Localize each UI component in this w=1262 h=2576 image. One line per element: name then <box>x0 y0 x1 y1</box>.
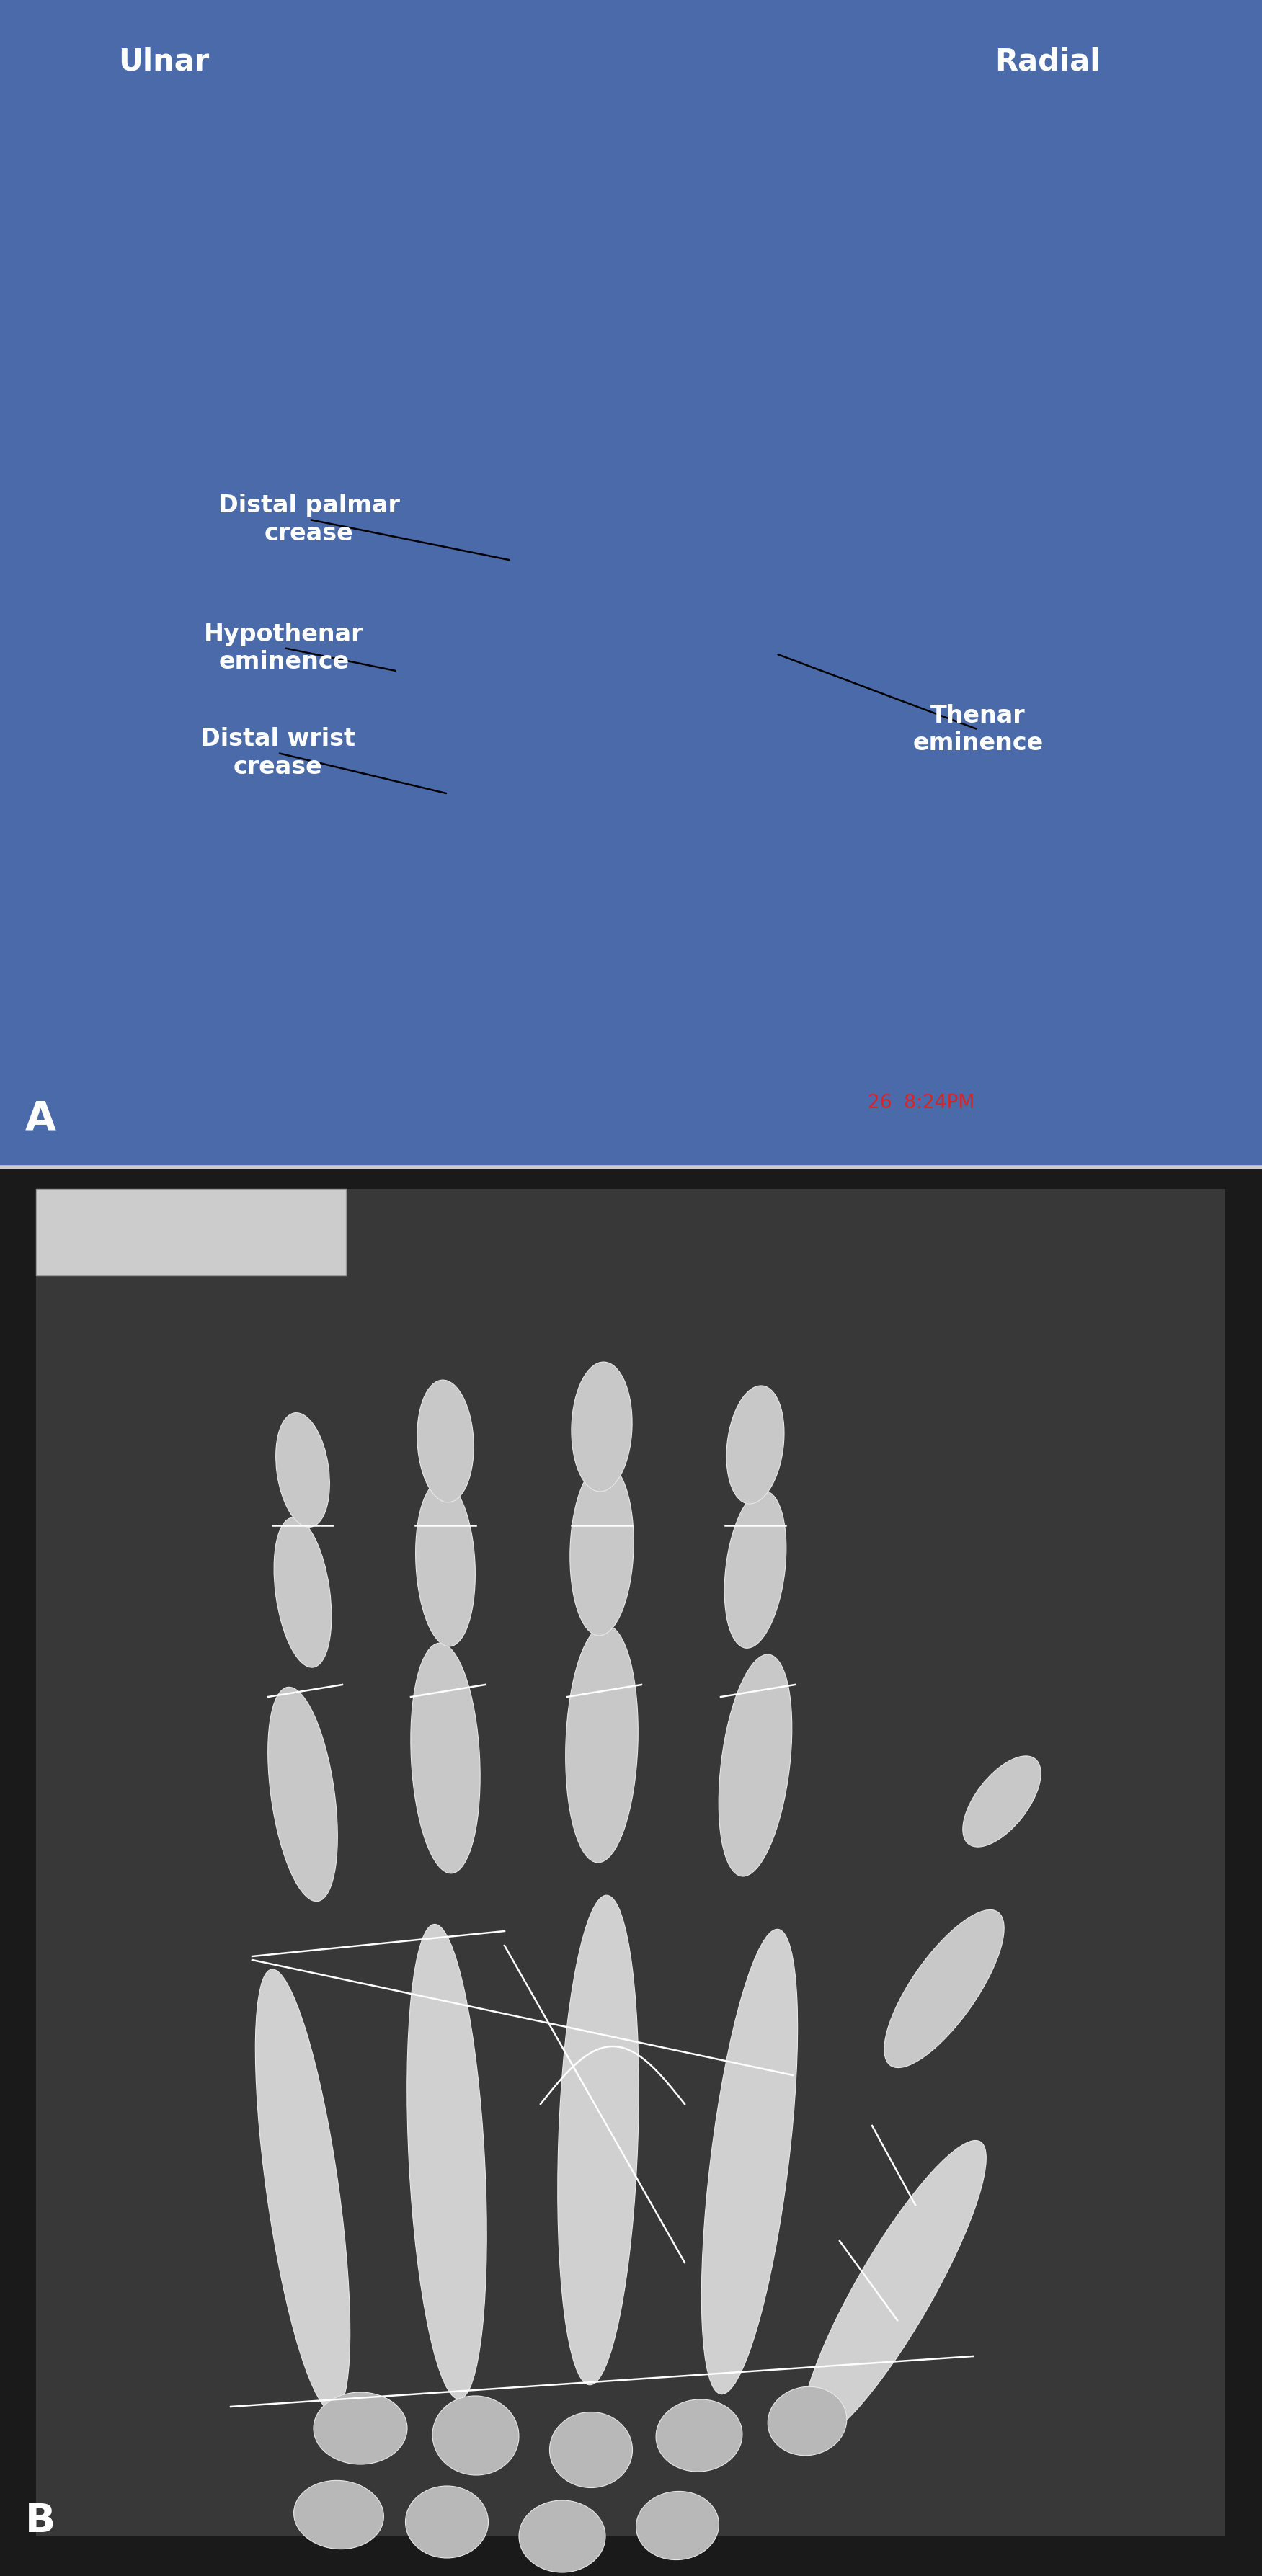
Ellipse shape <box>410 1643 480 1873</box>
Ellipse shape <box>255 1968 350 2411</box>
Text: Distal palmar
crease: Distal palmar crease <box>218 495 400 546</box>
Ellipse shape <box>418 1381 473 1502</box>
Ellipse shape <box>963 1757 1041 1847</box>
Ellipse shape <box>268 1687 337 1901</box>
Ellipse shape <box>558 1896 639 2385</box>
Ellipse shape <box>719 1654 793 1875</box>
Text: 26  8:24PM: 26 8:24PM <box>868 1095 974 1113</box>
Ellipse shape <box>549 2411 632 2488</box>
Ellipse shape <box>294 2481 384 2550</box>
Ellipse shape <box>415 1481 476 1646</box>
Ellipse shape <box>408 1924 487 2398</box>
Text: Distal wrist
crease: Distal wrist crease <box>201 726 355 778</box>
Ellipse shape <box>727 1386 784 1504</box>
Text: B: B <box>25 2501 56 2540</box>
Ellipse shape <box>801 2141 986 2442</box>
Ellipse shape <box>767 2388 847 2455</box>
Ellipse shape <box>570 1463 634 1636</box>
Text: A: A <box>25 1100 57 1139</box>
Bar <box>37 1190 346 1275</box>
Ellipse shape <box>724 1492 786 1649</box>
Ellipse shape <box>885 1909 1005 2069</box>
Ellipse shape <box>565 1625 639 1862</box>
Ellipse shape <box>702 1929 798 2393</box>
Text: Radial: Radial <box>994 46 1100 77</box>
Ellipse shape <box>656 2398 742 2470</box>
Ellipse shape <box>274 1517 332 1667</box>
Ellipse shape <box>276 1412 329 1528</box>
Ellipse shape <box>313 2393 408 2465</box>
Text: Hypothenar
eminence: Hypothenar eminence <box>204 623 363 672</box>
Ellipse shape <box>636 2491 719 2561</box>
Text: Ulnar: Ulnar <box>119 46 209 77</box>
Ellipse shape <box>572 1363 632 1492</box>
Ellipse shape <box>433 2396 519 2476</box>
Text: Thenar
eminence: Thenar eminence <box>912 703 1044 755</box>
Ellipse shape <box>405 2486 488 2558</box>
Ellipse shape <box>519 2501 606 2573</box>
